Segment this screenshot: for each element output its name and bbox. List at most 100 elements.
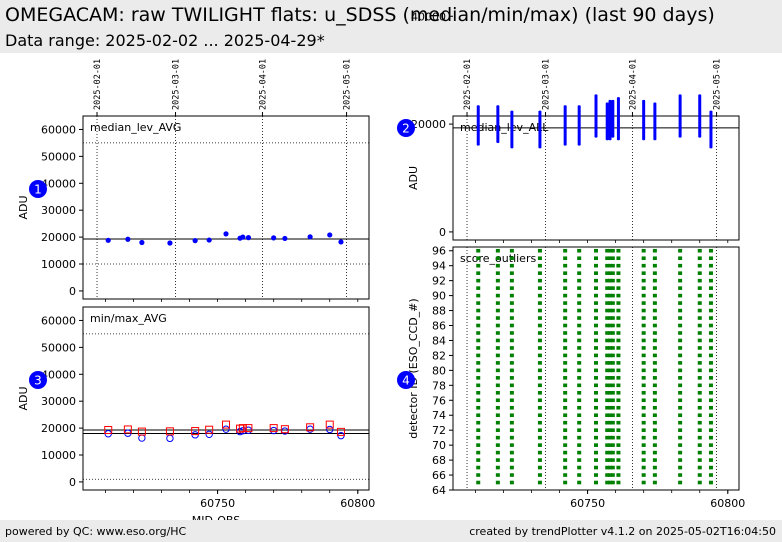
- outlier-marker: [641, 293, 646, 298]
- detector-range-bar: [616, 97, 620, 141]
- y-tick-label: 10000: [41, 449, 76, 462]
- outlier-marker: [495, 398, 500, 403]
- detector-range-bar: [611, 99, 615, 138]
- y-tick-label: 0: [69, 285, 76, 298]
- outlier-marker: [476, 323, 481, 328]
- outlier-marker: [605, 398, 610, 403]
- data-point: [282, 235, 288, 242]
- date-tick-label: 2025-03-01: [172, 59, 182, 110]
- outlier-marker: [495, 346, 500, 350]
- page-subtitle: Data range: 2025-02-02 ... 2025-04-29*: [5, 31, 325, 50]
- data-point: [223, 231, 229, 237]
- min-point: [306, 425, 314, 433]
- max-point: [222, 420, 230, 429]
- outlier-marker: [616, 301, 621, 305]
- outlier-marker: [610, 323, 615, 328]
- outlier-marker: [594, 465, 598, 470]
- outlier-marker: [577, 391, 582, 395]
- outlier-marker: [476, 248, 481, 253]
- outlier-marker: [652, 278, 657, 283]
- outlier-marker: [563, 420, 568, 425]
- outlier-marker: [608, 465, 613, 470]
- outlier-marker: [577, 308, 582, 313]
- outlier-marker: [563, 465, 568, 470]
- outlier-marker: [577, 428, 582, 432]
- outlier-marker: [577, 413, 582, 418]
- outlier-marker: [641, 368, 646, 373]
- detector-range-bar: [608, 99, 612, 141]
- outlier-marker: [608, 443, 613, 447]
- outlier-marker: [708, 361, 713, 365]
- outlier-marker: [697, 361, 702, 365]
- outlier-marker: [594, 368, 598, 373]
- outlier-marker: [476, 361, 481, 365]
- outlier-marker: [594, 405, 598, 410]
- max-point: [325, 420, 334, 429]
- detector-range-bar: [496, 105, 500, 143]
- outlier-marker: [708, 316, 713, 320]
- data-point: [245, 235, 252, 241]
- y-tick-label: 86: [432, 320, 446, 333]
- y-tick-label: 92: [432, 275, 446, 288]
- outlier-marker: [616, 413, 621, 418]
- outlier-marker: [708, 308, 713, 313]
- outlier-marker: [616, 480, 621, 485]
- outlier-marker: [616, 353, 621, 358]
- outlier-marker: [476, 383, 481, 388]
- max-point: [104, 425, 113, 434]
- outlier-marker: [563, 293, 568, 298]
- outlier-marker: [610, 346, 615, 350]
- outlier-marker: [697, 256, 702, 261]
- outlier-marker: [616, 391, 621, 395]
- outlier-marker: [641, 391, 646, 395]
- outlier-marker: [495, 413, 500, 418]
- outlier-marker: [563, 413, 568, 418]
- outlier-marker: [610, 248, 615, 253]
- outlier-marker: [616, 383, 621, 388]
- outlier-marker: [495, 420, 500, 425]
- detector-range-bar: [678, 94, 682, 138]
- outlier-marker: [594, 293, 598, 298]
- outlier-marker: [652, 346, 657, 350]
- outlier-marker: [678, 413, 683, 418]
- outlier-marker: [608, 480, 613, 485]
- min-point: [326, 425, 334, 434]
- outlier-marker: [678, 458, 683, 462]
- outlier-marker: [678, 308, 683, 313]
- outlier-marker: [577, 398, 582, 403]
- outlier-marker: [495, 323, 500, 328]
- outlier-marker: [678, 263, 683, 268]
- outlier-marker: [605, 316, 610, 320]
- outlier-marker: [537, 323, 542, 328]
- outlier-marker: [509, 376, 514, 380]
- outlier-marker: [577, 353, 582, 358]
- outlier-marker: [476, 368, 481, 373]
- outlier-marker: [608, 263, 613, 268]
- y-tick-label: 64: [432, 484, 446, 497]
- outlier-marker: [652, 450, 657, 455]
- footer-created: created by trendPlotter v4.1.2 on 2025-0…: [469, 525, 776, 538]
- outlier-marker: [495, 316, 500, 320]
- outlier-marker: [641, 443, 646, 447]
- outlier-marker: [577, 443, 582, 447]
- max-point: [123, 425, 132, 434]
- outlier-marker: [641, 398, 646, 403]
- y-axis-label: detector ID (ESO_CCD_#): [407, 298, 420, 438]
- outlier-marker: [697, 443, 702, 447]
- outlier-marker: [616, 278, 621, 283]
- outlier-marker: [697, 420, 702, 425]
- outlier-marker: [577, 316, 582, 320]
- chart-panel-2: 0 20000 40000 2025-02-01 2025-03-01 2025-04-0…: [397, 10, 740, 243]
- outlier-marker: [652, 353, 657, 358]
- outlier-marker: [594, 308, 598, 313]
- outlier-marker: [476, 398, 481, 403]
- outlier-marker: [594, 316, 598, 320]
- outlier-marker: [537, 450, 542, 455]
- outlier-marker: [616, 443, 621, 447]
- outlier-marker: [605, 353, 610, 358]
- outlier-marker: [616, 450, 621, 455]
- outlier-marker: [678, 435, 683, 440]
- outlier-marker: [610, 405, 615, 410]
- outlier-marker: [678, 443, 683, 447]
- outlier-marker: [608, 331, 613, 335]
